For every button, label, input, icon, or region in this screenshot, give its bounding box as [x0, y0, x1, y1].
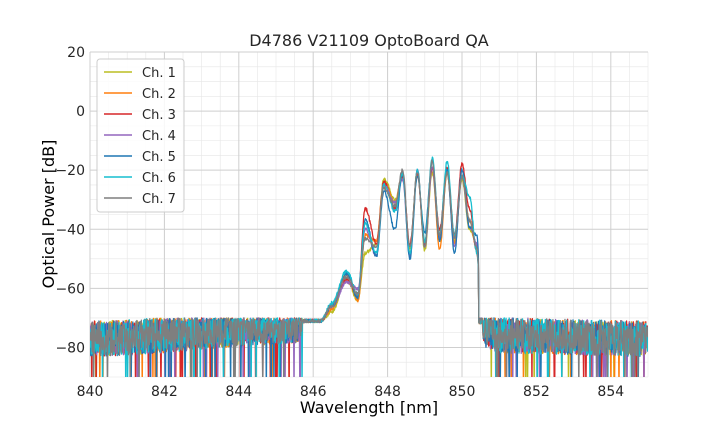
x-tick-label: 848 — [374, 384, 401, 400]
legend-label: Ch. 4 — [142, 129, 176, 144]
x-tick-label: 852 — [523, 384, 550, 400]
x-tick-labels: 840 842 844 846 848 850 852 854 — [77, 384, 625, 400]
y-tick-label: −80 — [55, 340, 85, 356]
legend-label: Ch. 7 — [142, 192, 176, 207]
series-line-7 — [90, 159, 648, 377]
x-tick-label: 850 — [449, 384, 476, 400]
x-tick-label: 844 — [225, 384, 252, 400]
x-tick-label: 854 — [597, 384, 624, 400]
x-axis-label: Wavelength [nm] — [300, 398, 438, 417]
x-tick-label: 846 — [300, 384, 327, 400]
y-tick-label: −60 — [55, 281, 85, 297]
y-axis-label: Optical Power [dB] — [39, 140, 58, 289]
legend-box — [96, 58, 185, 213]
legend-label: Ch. 5 — [142, 150, 176, 165]
y-tick-labels: −80 −60 −40 −20 0 20 — [55, 45, 85, 356]
series-layer — [90, 156, 648, 377]
legend-label: Ch. 6 — [142, 171, 176, 186]
y-tick-label: −20 — [55, 163, 85, 179]
y-tick-label: 20 — [67, 45, 85, 61]
legend-label: Ch. 2 — [142, 87, 176, 102]
y-tick-label: 0 — [76, 104, 85, 120]
legend-label: Ch. 3 — [142, 108, 176, 123]
x-tick-label: 840 — [77, 384, 104, 400]
legend-label: Ch. 1 — [142, 66, 176, 81]
legend: Ch. 1 Ch. 2 Ch. 3 Ch. 4 Ch. 5 Ch. 6 Ch. 7 — [96, 58, 185, 213]
y-tick-label: −40 — [55, 222, 85, 238]
x-tick-label: 842 — [151, 384, 178, 400]
chart-title: D4786 V21109 OptoBoard QA — [249, 31, 489, 50]
